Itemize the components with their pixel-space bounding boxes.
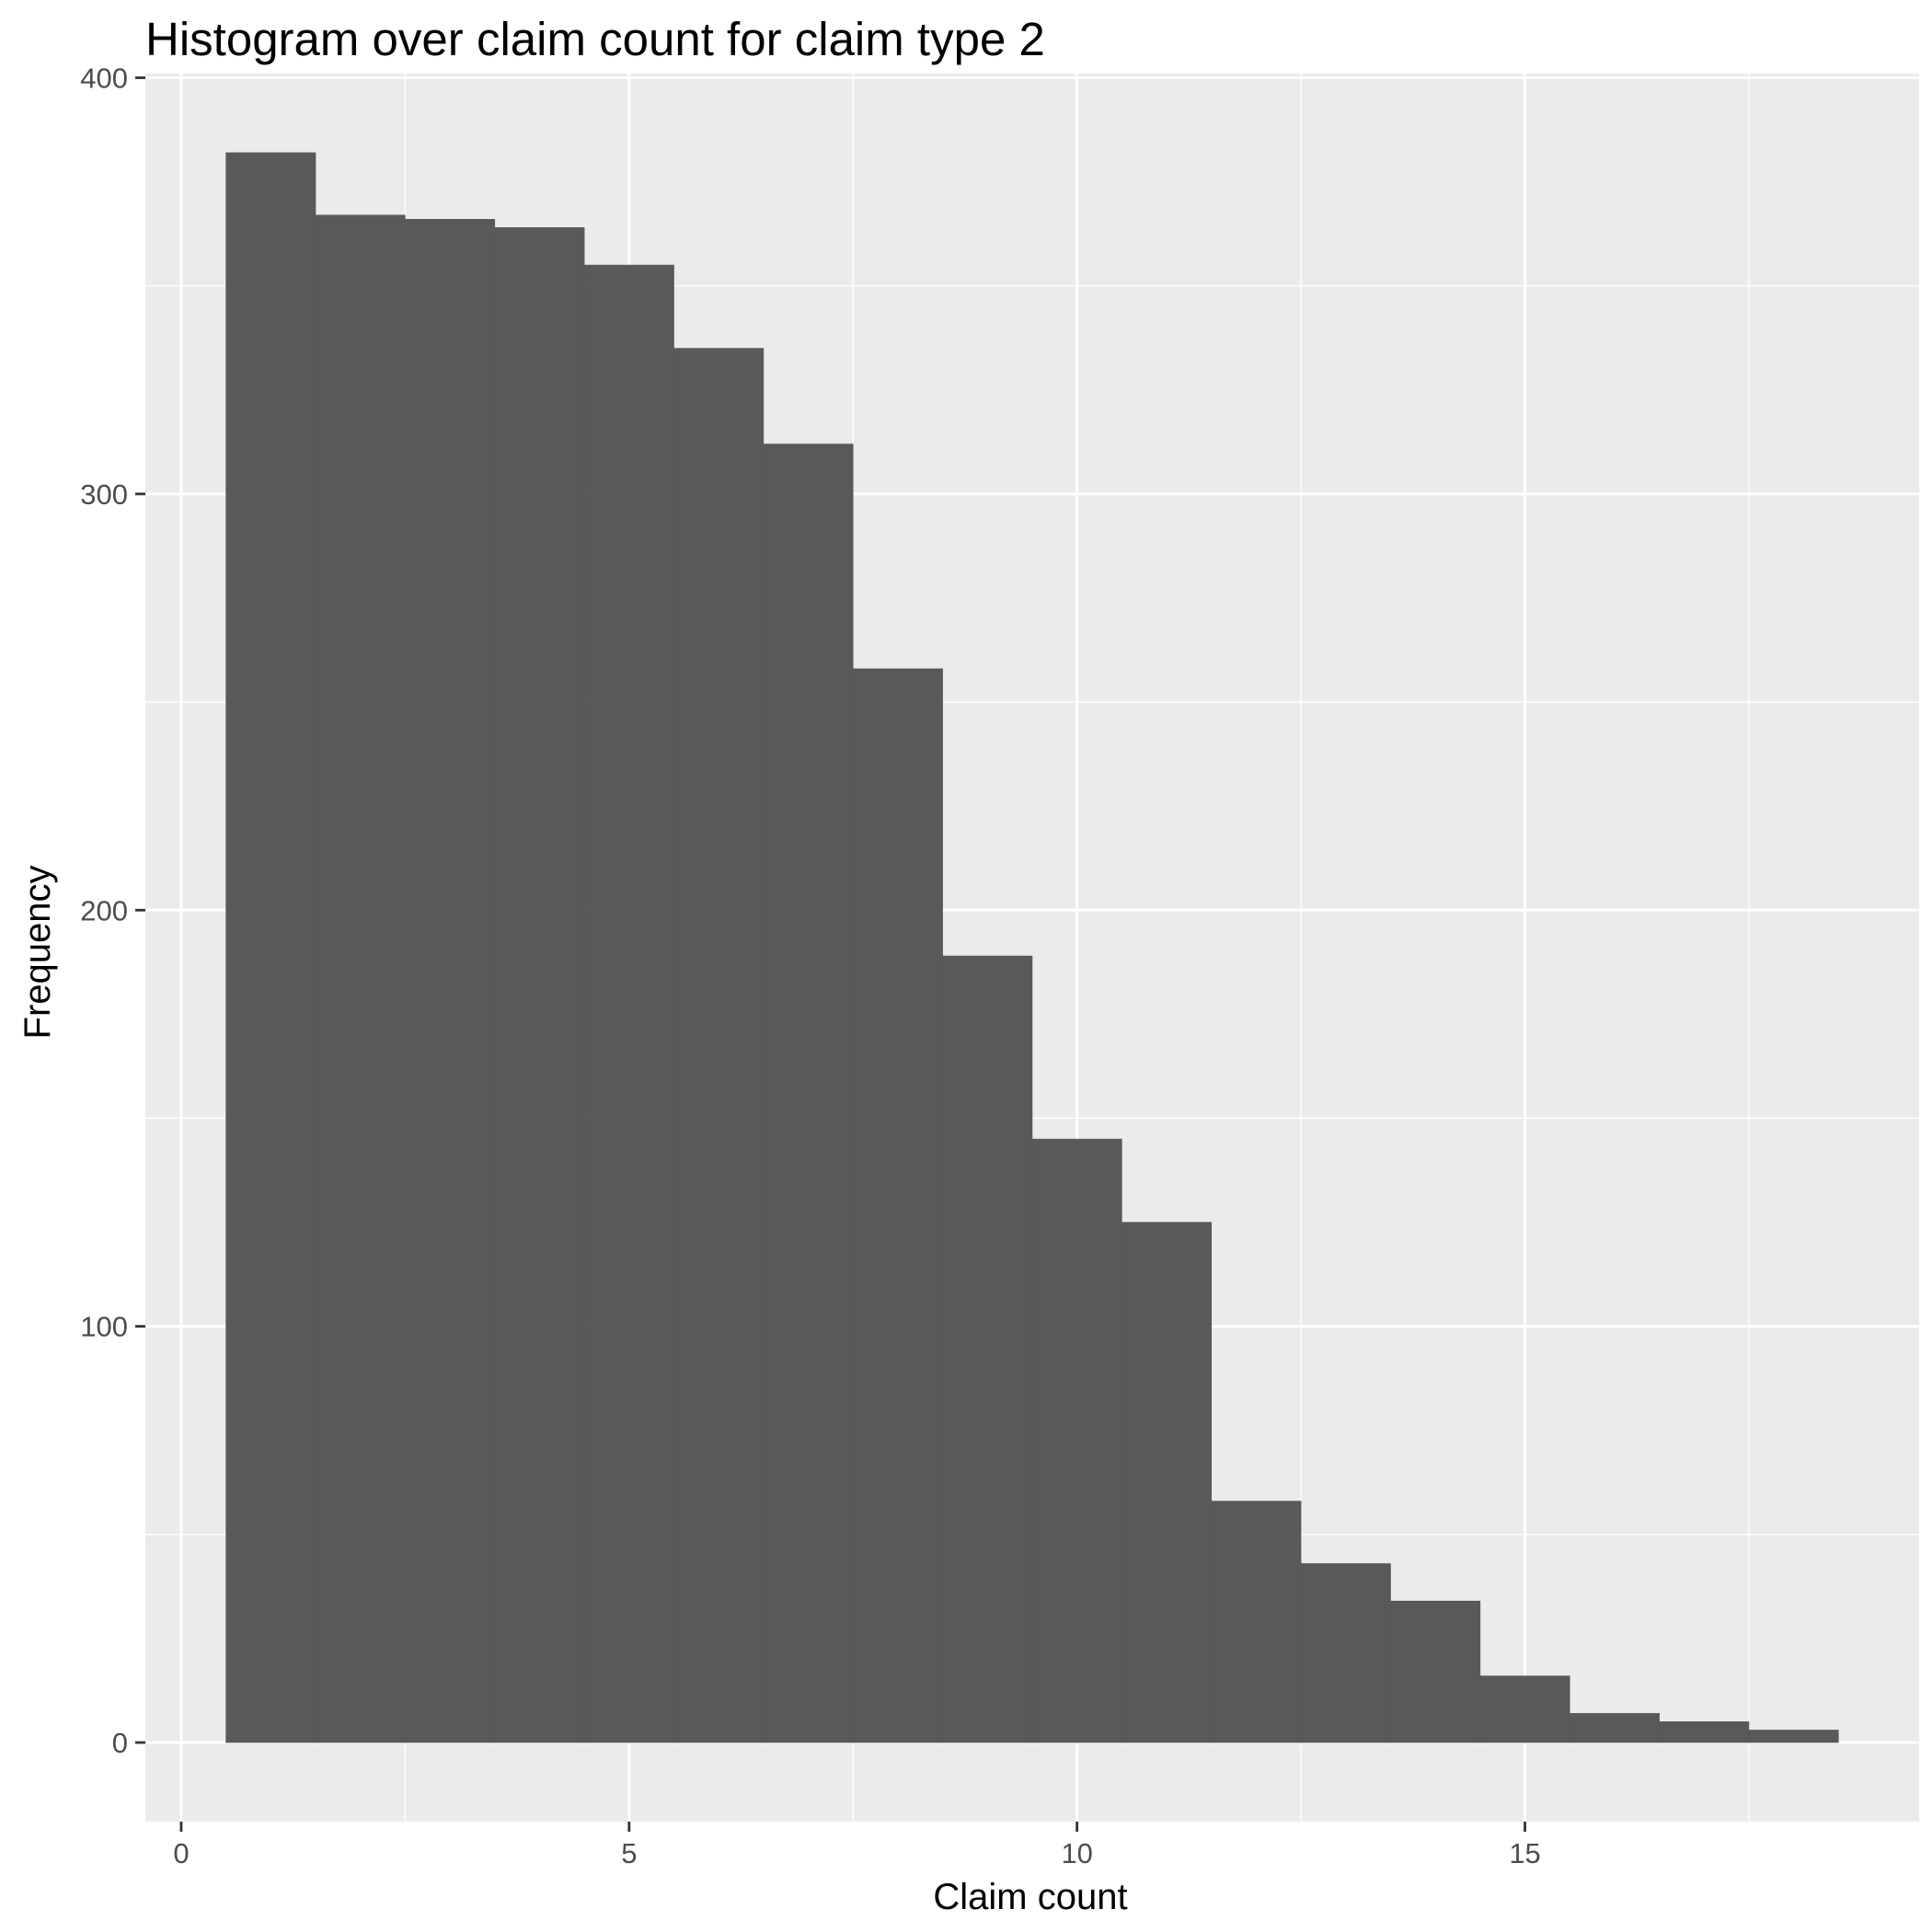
x-axis: 0 5 10 15 [173,1822,1541,1869]
histogram-bar [1121,1222,1213,1743]
bars [225,152,1839,1743]
histogram-bar [942,955,1033,1743]
histogram-bar [1031,1138,1122,1743]
histogram-bar [852,668,943,1743]
x-tick-label: 5 [621,1837,637,1869]
histogram-bar [225,152,316,1743]
histogram-bar [494,227,585,1743]
x-tick-label: 15 [1509,1837,1540,1869]
histogram-bar [1211,1501,1302,1743]
chart-title: Histogram over claim count for claim typ… [145,13,1045,65]
y-tick-label: 300 [80,478,128,511]
histogram-bar [673,348,765,1743]
histogram-bar [405,219,496,1743]
x-tick-label: 10 [1061,1837,1092,1869]
x-axis-title: Claim count [933,1877,1127,1917]
histogram-bar [1569,1713,1660,1743]
y-axis: 0 100 200 300 400 [80,63,145,1759]
y-tick-label: 0 [112,1727,128,1759]
y-tick-label: 100 [80,1311,128,1343]
histogram-bar [1300,1563,1391,1743]
histogram-bar [583,264,674,1743]
y-tick-label: 200 [80,894,128,926]
y-tick-label: 400 [80,63,128,95]
x-tick-label: 0 [173,1837,189,1869]
histogram-bar [1748,1730,1839,1743]
histogram-bar [1659,1721,1750,1743]
histogram-bar [315,214,406,1743]
histogram-bar [1479,1675,1570,1743]
histogram-bar [763,443,854,1743]
histogram-bar [1390,1600,1481,1743]
y-axis-title: Frequency [17,866,58,1040]
